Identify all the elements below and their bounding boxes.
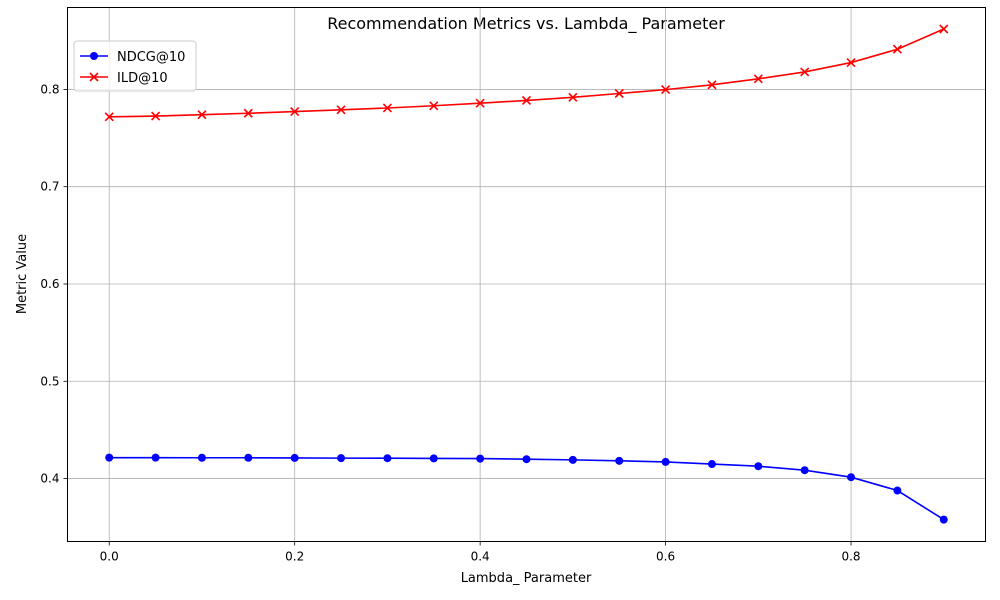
data-point-ndcg-10 <box>800 466 809 475</box>
data-point-ild-10 <box>939 24 949 34</box>
data-point-ild-10 <box>475 98 485 108</box>
data-point-ild-10 <box>382 103 392 113</box>
data-point-ndcg-10 <box>151 453 160 462</box>
data-point-ndcg-10 <box>244 453 253 462</box>
data-point-ndcg-10 <box>522 455 531 464</box>
data-point-ndcg-10 <box>337 454 346 463</box>
data-point-ild-10 <box>521 95 532 105</box>
data-point-ndcg-10 <box>707 460 716 469</box>
x-tick-label: 0.0 <box>100 550 119 564</box>
y-axis-label: Metric Value <box>15 234 30 314</box>
data-point-ndcg-10 <box>568 455 577 464</box>
data-point-ild-10 <box>661 85 671 95</box>
legend-box <box>73 40 197 92</box>
data-point-ild-10 <box>846 57 856 68</box>
data-point-ndcg-10 <box>893 486 902 495</box>
data-point-ild-10 <box>614 88 624 99</box>
data-point-ild-10 <box>892 44 902 54</box>
data-point-ild-10 <box>707 80 717 90</box>
data-point-ndcg-10 <box>290 453 299 462</box>
data-point-ild-10 <box>104 112 114 122</box>
data-point-ild-10 <box>197 110 207 120</box>
legend-label-ild: ILD@10 <box>117 71 168 86</box>
data-point-ild-10 <box>243 108 253 118</box>
x-tick-label: 0.2 <box>285 550 304 564</box>
data-point-ndcg-10 <box>615 456 624 465</box>
x-axis-label: Lambda_ Parameter <box>461 571 592 586</box>
data-point-ndcg-10 <box>661 457 670 466</box>
y-tick-label: 0.7 <box>40 180 59 194</box>
legend-marker-ild <box>89 72 99 82</box>
plot-frame <box>67 7 986 542</box>
x-tick-label: 0.8 <box>841 550 860 564</box>
data-point-ndcg-10 <box>105 453 114 462</box>
data-point-ndcg-10 <box>476 454 485 463</box>
y-tick-label: 0.4 <box>40 472 59 486</box>
data-point-ild-10 <box>336 105 346 115</box>
legend: NDCG@10 ILD@10 <box>73 40 197 92</box>
data-point-ild-10 <box>753 74 763 84</box>
grid-lines <box>67 7 986 542</box>
chart-title: Recommendation Metrics vs. Lambda_ Param… <box>327 14 725 34</box>
x-tick-label: 0.6 <box>656 550 675 564</box>
y-tick-label: 0.6 <box>40 277 59 291</box>
legend-marker-ndcg <box>90 52 98 60</box>
data-point-ild-10 <box>151 111 161 121</box>
data-point-ild-10 <box>800 67 810 77</box>
legend-label-ndcg: NDCG@10 <box>117 50 185 65</box>
data-point-ild-10 <box>568 92 578 102</box>
data-point-ndcg-10 <box>383 454 392 463</box>
data-point-ild-10 <box>290 107 300 117</box>
data-point-ndcg-10 <box>429 454 438 463</box>
y-tick-label: 0.8 <box>40 82 59 96</box>
data-point-ndcg-10 <box>754 462 763 471</box>
axis-ticks: 0.0 0.2 0.4 0.6 0.8 0.4 0.5 0.6 0.7 0.8 <box>40 82 860 563</box>
x-tick-label: 0.4 <box>471 550 490 564</box>
y-tick-label: 0.5 <box>40 374 59 388</box>
data-point-ndcg-10 <box>939 515 948 524</box>
series-layer <box>104 24 949 524</box>
data-point-ndcg-10 <box>197 453 206 462</box>
data-point-ild-10 <box>429 101 439 111</box>
data-point-ndcg-10 <box>847 473 856 482</box>
